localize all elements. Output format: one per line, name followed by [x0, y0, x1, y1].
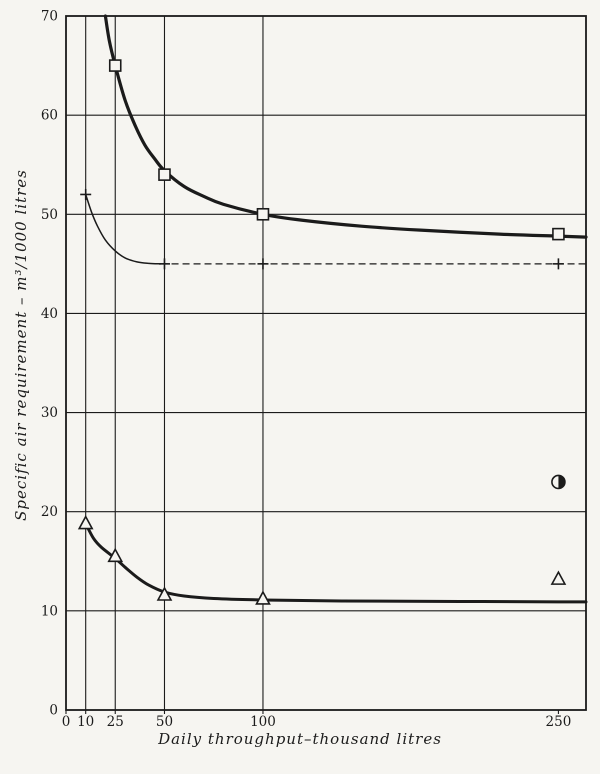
marker-triangle-triangle-curve: [550, 570, 567, 585]
series-line-plus-curve: [84, 193, 162, 265]
y-tick-label: 0: [49, 703, 58, 719]
y-tick-label: 60: [41, 108, 58, 124]
series-line-square-curve: [103, 14, 588, 239]
marker-triangle-triangle-curve: [255, 590, 271, 605]
plot-frame: [65, 15, 587, 711]
marker-circle-fill-single-point: [558, 475, 565, 489]
x-tick-label: 100: [250, 714, 276, 730]
x-tick-label: 0: [62, 714, 71, 730]
y-tick-label: 40: [41, 306, 58, 322]
marker-triangle-triangle-curve: [156, 586, 173, 601]
marker-square-square-curve: [256, 207, 270, 221]
y-tick-label: 50: [41, 207, 58, 223]
y-axis-title: Specific air requirement – m³/1000 litre…: [12, 169, 30, 521]
x-axis-title: Daily throughput–thousand litres: [158, 730, 442, 748]
x-tick-label: 250: [546, 714, 572, 730]
y-tick-label: 30: [41, 405, 58, 421]
x-tick-label: 50: [156, 714, 173, 730]
marker-square-square-curve: [108, 59, 122, 72]
y-tick-label: 70: [41, 9, 58, 25]
marker-square-square-curve: [552, 227, 565, 241]
x-tick-label: 10: [77, 714, 94, 730]
marker-triangle-triangle-curve: [107, 547, 124, 563]
marker-square-square-curve: [158, 168, 171, 181]
x-tick-label: 25: [107, 714, 124, 730]
series-line-triangle-curve: [84, 522, 588, 604]
marker-triangle-triangle-curve: [77, 514, 94, 530]
y-tick-label: 10: [41, 603, 58, 619]
y-tick-label: 20: [41, 504, 58, 520]
